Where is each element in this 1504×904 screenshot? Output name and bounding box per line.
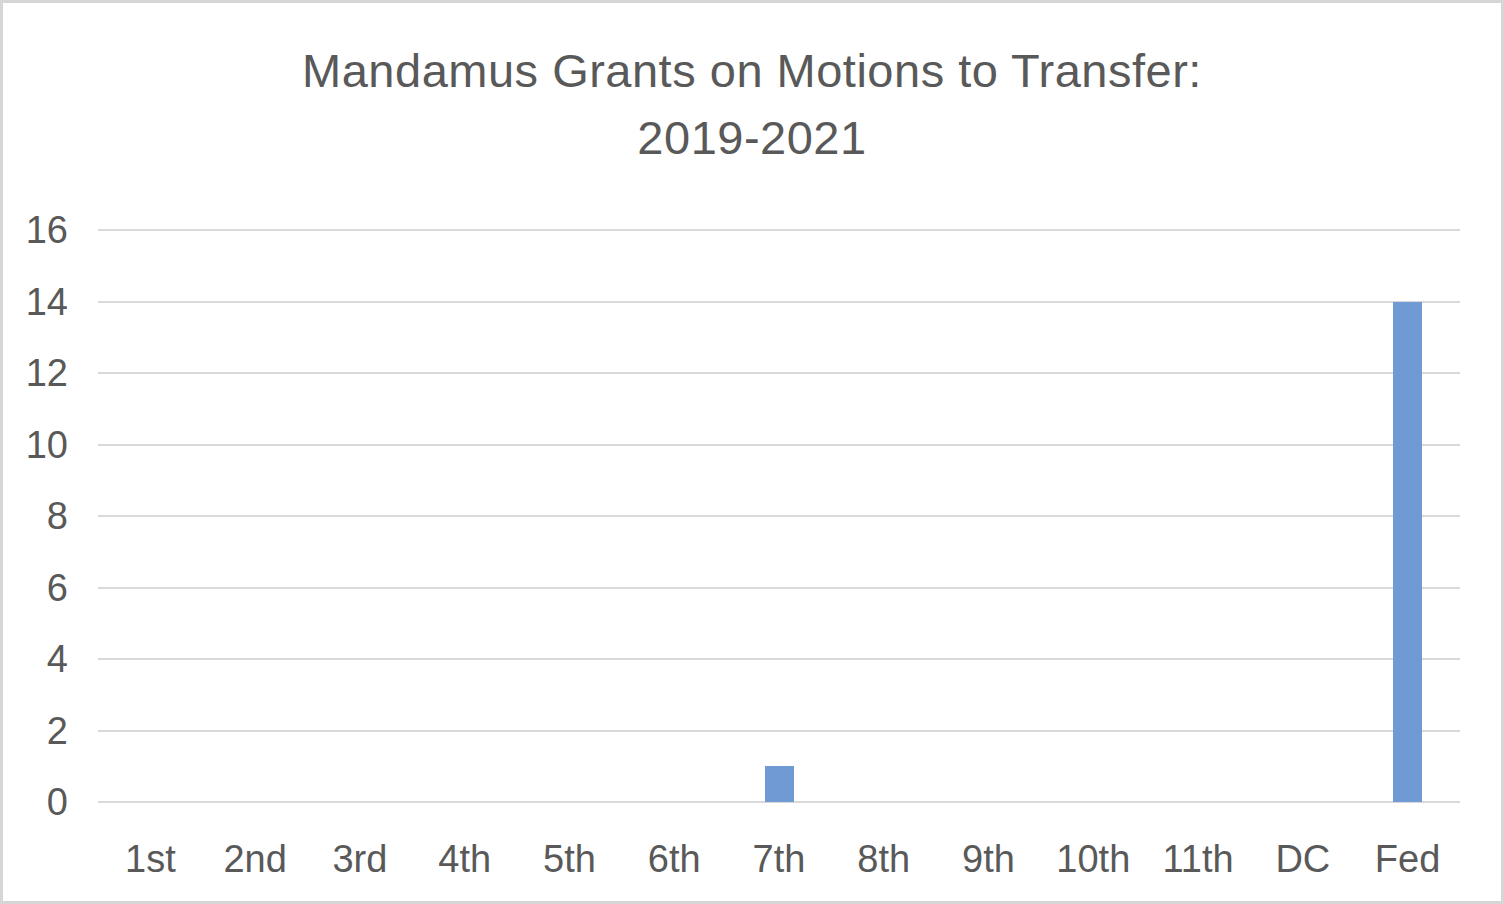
- bar-fed: [1393, 302, 1422, 803]
- x-tick-label-fed: Fed: [1355, 837, 1460, 881]
- chart-title: Mandamus Grants on Motions to Transfer: …: [3, 37, 1501, 171]
- x-tick-label-2nd: 2nd: [203, 837, 308, 881]
- y-tick-label-14: 14: [3, 280, 68, 324]
- x-tick-label-5th: 5th: [517, 837, 622, 881]
- gridline-y-10: [98, 444, 1460, 446]
- x-tick-label-3rd: 3rd: [308, 837, 413, 881]
- gridline-y-8: [98, 515, 1460, 517]
- y-tick-label-6: 6: [3, 566, 68, 610]
- x-tick-label-6th: 6th: [622, 837, 727, 881]
- gridline-y-12: [98, 372, 1460, 374]
- x-tick-label-10th: 10th: [1041, 837, 1146, 881]
- chart-title-line-1: Mandamus Grants on Motions to Transfer:: [3, 37, 1501, 104]
- y-tick-label-8: 8: [3, 494, 68, 538]
- x-tick-label-dc: DC: [1250, 837, 1355, 881]
- x-tick-label-8th: 8th: [831, 837, 936, 881]
- chart-title-line-2: 2019-2021: [3, 104, 1501, 171]
- x-tick-label-4th: 4th: [412, 837, 517, 881]
- chart-canvas: Mandamus Grants on Motions to Transfer: …: [0, 0, 1504, 904]
- x-tick-label-9th: 9th: [936, 837, 1041, 881]
- gridline-y-2: [98, 730, 1460, 732]
- y-tick-label-12: 12: [3, 351, 68, 395]
- x-tick-label-1st: 1st: [98, 837, 203, 881]
- gridline-y-14: [98, 301, 1460, 303]
- x-tick-label-7th: 7th: [727, 837, 832, 881]
- y-tick-label-2: 2: [3, 709, 68, 753]
- y-tick-label-16: 16: [3, 208, 68, 252]
- y-tick-label-10: 10: [3, 423, 68, 467]
- y-tick-label-0: 0: [3, 780, 68, 824]
- gridline-y-16: [98, 229, 1460, 231]
- gridline-y-4: [98, 658, 1460, 660]
- gridline-y-6: [98, 587, 1460, 589]
- bar-7th: [765, 766, 794, 802]
- x-tick-label-11th: 11th: [1146, 837, 1251, 881]
- y-tick-label-4: 4: [3, 637, 68, 681]
